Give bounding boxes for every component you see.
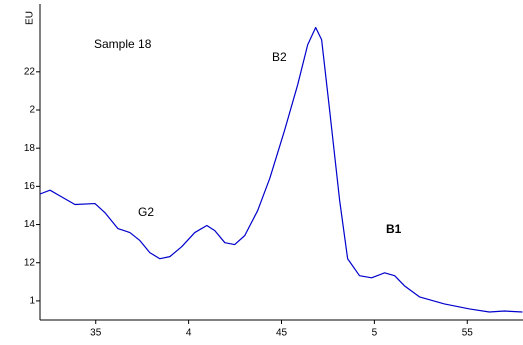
y-tick-label: 18	[24, 143, 36, 154]
annotation: B1	[386, 222, 402, 236]
y-tick-label: 1	[29, 296, 35, 307]
y-tick-label: 14	[24, 219, 36, 230]
x-tick-label: 45	[276, 328, 288, 339]
y-tick-label: 2	[29, 105, 35, 116]
x-tick-label: 4	[186, 328, 192, 339]
x-tick-label: 5	[372, 328, 378, 339]
annotation: Sample 18	[94, 37, 152, 51]
x-tick-label: 35	[90, 328, 102, 339]
y-tick-label: 22	[24, 66, 36, 77]
y-axis-label: EU	[25, 11, 36, 25]
annotation: B2	[272, 50, 287, 64]
y-tick-label: 16	[24, 181, 36, 192]
y-tick-label: 12	[24, 257, 36, 268]
x-tick-label: 55	[462, 328, 474, 339]
annotation: G2	[138, 205, 154, 219]
line-series	[39, 26, 523, 313]
